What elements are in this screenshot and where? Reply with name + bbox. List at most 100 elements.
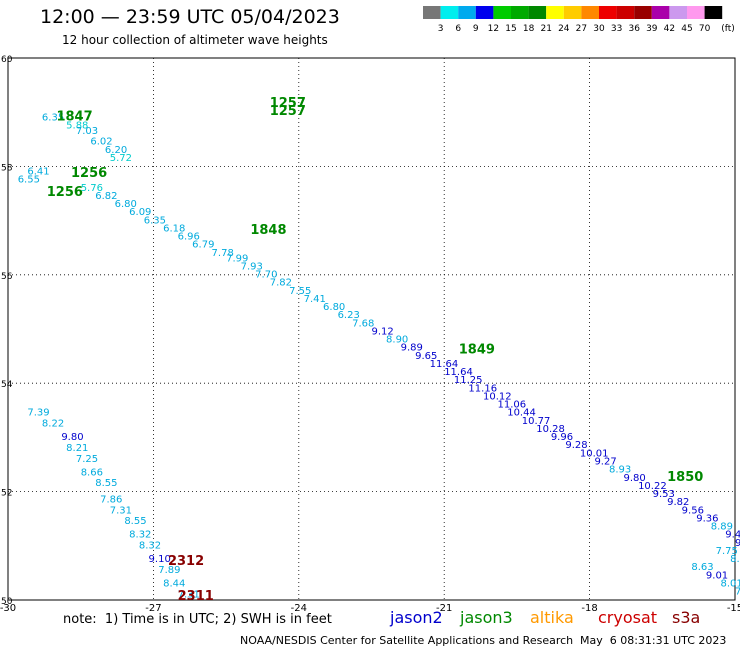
colorbar-label: 6 [455,24,461,34]
swh-value: 6.55 [18,175,40,186]
swh-value: 6.02 [90,137,112,148]
swh-value: 9.51 [735,538,740,549]
colorbar-swatch [563,6,582,19]
swh-value: 7.03 [76,126,98,137]
swh-value: 9.80 [61,432,83,443]
swh-value: 8.55 [124,516,146,527]
swh-value: 7.55 [289,286,311,297]
swh-value: 8.32 [139,541,161,552]
colorbar-swatch [651,6,670,19]
swh-value: 9.01 [706,570,728,581]
pass-label: 1848 [250,223,286,238]
colorbar-swatch [616,6,635,19]
x-tick-label: -30 [0,603,16,614]
colorbar-label: 24 [558,24,570,34]
swh-value: 7.25 [76,454,98,465]
colorbar-swatch [458,6,476,19]
x-tick-label: -18 [581,603,597,614]
swh-value: 7.75 [716,546,738,557]
swh-value: 9.56 [682,505,704,516]
swh-value: 6.18 [163,223,185,234]
swh-value: 7.31 [178,589,200,600]
swh-value: 6.96 [178,232,200,243]
colorbar-label: 70 [699,24,711,34]
swh-value: 6.41 [27,167,49,178]
swh-value: 5.76 [81,183,103,194]
pass-label: 1257 [270,96,306,111]
colorbar-label: 18 [523,24,535,34]
footer-credit: NOAA/NESDIS Center for Satellite Applica… [240,634,574,647]
swh-value: 6.09 [129,207,151,218]
swh-value: 10.44 [507,408,536,419]
swh-value: 7.98 [735,587,740,598]
swh-value: 7.78 [212,248,234,259]
colorbar-label: 30 [593,24,605,34]
legend-s3a: s3a [672,608,701,627]
swh-value: 6.23 [338,310,360,321]
swh-value: 8.63 [691,562,713,573]
legend-jason3: jason3 [460,608,513,627]
swh-value: 9.36 [696,513,718,524]
swh-value: 8.44 [163,578,185,589]
swh-value: 9.10 [149,554,171,565]
colorbar-swatch [511,6,529,19]
colorbar-label: 27 [576,24,587,34]
swh-value: 8.89 [711,522,733,533]
swh-value: 6.35 [144,215,166,226]
swh-value: 10.12 [483,391,512,402]
colorbar-unit: (ft) [721,24,735,34]
swh-value: 9.44 [725,530,740,541]
colorbar-label: 3 [438,24,444,34]
swh-value: 10.77 [522,416,551,427]
colorbar-swatch [634,6,652,19]
swh-value: 8.21 [66,443,88,454]
swh-value: 8.55 [95,478,117,489]
colorbar-label: 12 [488,24,499,34]
x-tick-label: -27 [145,603,161,614]
colorbar-swatch [440,6,459,19]
swh-value: 6.80 [115,199,137,210]
chart-subtitle: 12 hour collection of altimeter wave hei… [62,33,328,47]
swh-value: 7.31 [110,505,132,516]
plot-frame [7,57,736,601]
swh-value: 8.32 [129,530,151,541]
swh-value: 7.93 [241,261,263,272]
swh-value: 9.96 [551,432,573,443]
x-tick-label: -21 [436,603,452,614]
swh-value: 7.41 [304,294,326,305]
colorbar-label: 42 [664,24,675,34]
colorbar-swatch [493,6,511,19]
note-text: note: 1) Time is in UTC; 2) SWH is in fe… [63,612,332,627]
swh-value: 6.20 [105,145,127,156]
y-tick-label: 50 [1,597,13,607]
pass-label: 1847 [56,109,92,124]
x-tick-label: -24 [291,603,307,614]
swh-value: 11.25 [454,375,483,386]
pass-label: 1849 [459,342,495,357]
swh-value: 9.65 [415,351,437,362]
swh-value: 11.16 [468,383,497,394]
footer-timestamp: May 6 08:31:31 UTC 2023 [580,634,727,647]
pass-label: 1850 [667,470,703,485]
colorbar-label: 9 [473,24,479,34]
swh-value: 9.28 [565,440,587,451]
colorbar-label: 39 [646,24,658,34]
colorbar-swatch [581,6,599,19]
y-tick-label: 52 [1,489,12,499]
pass-label: 1257 [270,104,306,119]
swh-value: 7.82 [270,278,292,289]
colorbar-swatch [475,6,494,19]
colorbar-swatch [423,6,441,19]
swh-value: 5.88 [66,120,88,131]
colorbar-label: 45 [681,24,692,34]
pass-label: 1256 [71,166,107,181]
swh-value: 7.70 [255,270,277,281]
pass-label: 2312 [168,554,204,569]
swh-value: 5.72 [110,153,132,164]
colorbar-label: 36 [628,24,640,34]
swh-value: 9.12 [372,326,394,337]
legend-jason2: jason2 [390,608,443,627]
pass-label: 1256 [47,185,83,200]
swh-value: 11.64 [444,367,473,378]
